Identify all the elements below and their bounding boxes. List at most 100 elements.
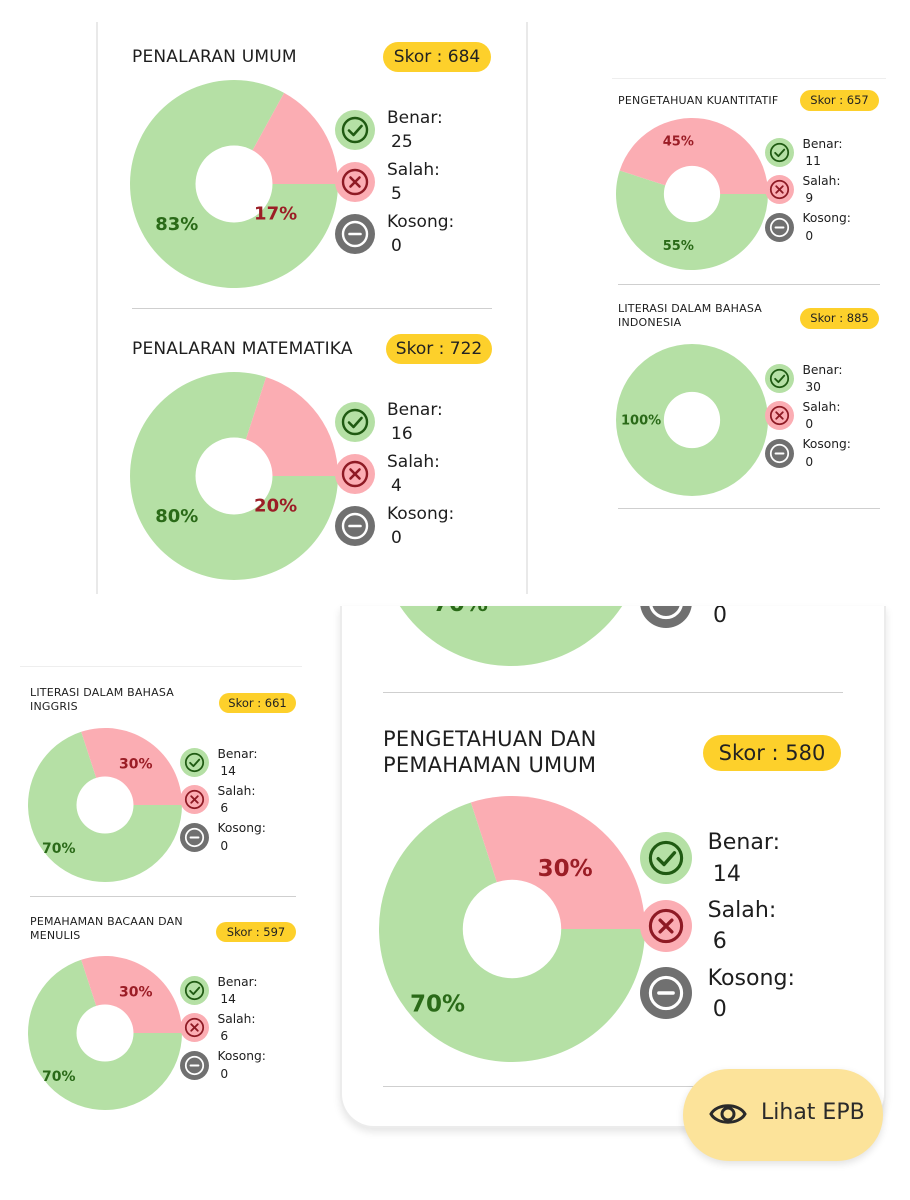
legend-label-kosong: Kosong: <box>217 821 266 836</box>
legend-label-kosong: Kosong: <box>217 1049 266 1064</box>
section-title: LITERASI DALAM BAHASA INGGRIS <box>30 686 174 713</box>
check-circle-icon <box>765 138 794 171</box>
check-circle-icon <box>180 976 209 1009</box>
legend-item-benar: Benar: 14 <box>180 746 274 784</box>
legend: Benar: 14 Salah: 6 Kosong: 0 <box>640 829 809 1040</box>
legend-value-benar: 30 <box>805 379 821 394</box>
check-circle-icon <box>640 832 692 888</box>
legend-item-benar: Benar: 16 <box>335 400 465 452</box>
donut-label-salah: 30% <box>119 984 153 1000</box>
lihat-epb-label: Lihat EPB <box>761 1100 865 1125</box>
legend-label-benar: Benar: <box>802 362 843 377</box>
donut-chart: 83% 17% <box>130 79 338 288</box>
skor-badge: Skor : 722 <box>386 334 492 364</box>
legend-label-salah: Salah: <box>217 1012 256 1026</box>
skor-badge: Skor : 597 <box>216 922 296 942</box>
eye-icon <box>709 1099 747 1133</box>
legend-item-kosong: Kosong: 0 <box>180 1049 274 1087</box>
legend-value-salah: 0 <box>805 417 814 432</box>
donut-hole <box>76 776 134 834</box>
legend-value-benar: 14 <box>220 991 236 1006</box>
section-divider <box>618 284 880 285</box>
minus-circle-icon <box>335 214 375 258</box>
legend: Benar: 25 Salah: 5 Kosong: 0 <box>335 108 465 270</box>
donut-chart: 100% <box>616 344 768 496</box>
donut-hole <box>76 1004 134 1062</box>
x-circle-icon <box>180 785 209 818</box>
legend-label-benar: Benar: <box>387 400 443 420</box>
section-divider <box>30 896 296 897</box>
minus-circle-icon <box>765 212 794 246</box>
section-divider <box>132 308 492 309</box>
legend: Benar: 11 Salah: 9 Kosong: 0 <box>765 137 859 253</box>
legend-value-kosong: 0 <box>805 228 814 243</box>
legend-item-salah: Salah: 0 <box>765 400 859 437</box>
donut-chart: 70% 30% <box>27 728 182 882</box>
donut-label-salah: 17% <box>254 203 297 224</box>
check-circle-icon <box>765 364 794 397</box>
legend-value-kosong: 0 <box>391 528 402 548</box>
donut-label-benar: 80% <box>155 506 198 527</box>
legend-item-kosong: Kosong: 0 <box>335 504 465 556</box>
donut-chart: 55% 45% <box>616 118 768 271</box>
donut-slice-benar <box>399 606 623 666</box>
minus-circle-icon <box>640 967 692 1023</box>
section-divider <box>383 692 843 693</box>
legend-item-salah: Salah: 4 <box>335 452 465 504</box>
section-divider <box>383 1086 843 1087</box>
legend-item-salah: Salah: 6 <box>640 897 809 965</box>
x-circle-icon <box>765 401 794 434</box>
legend-value-salah: 6 <box>220 1029 229 1044</box>
legend: Benar: 30 Salah: 0 Kosong: 0 <box>765 362 859 479</box>
donut-label-salah: 45% <box>663 134 694 149</box>
legend-value-benar: 14 <box>220 763 236 778</box>
legend-label-kosong: Kosong: <box>387 212 455 232</box>
donut-label-salah: 20% <box>254 495 297 516</box>
donut-label-salah: 30% <box>538 856 593 882</box>
partial-donut-clip: 70% 0 <box>342 606 882 666</box>
legend-item-salah: Salah: 5 <box>335 160 465 212</box>
legend-value-benar: 14 <box>712 860 741 887</box>
legend-item-benar: Benar: 14 <box>640 829 809 897</box>
section-title: PENGETAHUAN DAN PEMAHAMAN UMUM <box>383 727 597 778</box>
legend-label-benar: Benar: <box>217 974 258 989</box>
legend-item-kosong: Kosong: 0 <box>180 821 274 859</box>
donut-slice-salah <box>619 118 768 194</box>
legend-value-benar: 25 <box>391 132 413 152</box>
donut-label-benar: 70% <box>410 992 465 1018</box>
legend-label-benar: Benar: <box>387 108 443 128</box>
section-divider <box>618 508 880 509</box>
legend-value-benar: 11 <box>805 153 821 168</box>
minus-circle-icon <box>180 822 209 856</box>
legend-value-salah: 9 <box>805 191 814 206</box>
legend-label-benar: Benar: <box>217 746 258 761</box>
donut-hole <box>462 879 562 979</box>
legend: Benar: 14 Salah: 6 Kosong: 0 <box>180 746 274 863</box>
skor-badge: Skor : 885 <box>800 308 879 329</box>
donut-label-benar: 100% <box>621 414 661 429</box>
legend-item-salah: Salah: 6 <box>180 784 274 821</box>
legend-label-salah: Salah: <box>387 160 440 180</box>
donut-hole <box>195 437 273 515</box>
legend-item-benar: Benar: 30 <box>765 362 859 400</box>
legend-label-kosong: Kosong: <box>387 504 455 524</box>
legend-value-kosong: 0 <box>713 606 727 628</box>
legend-item-benar: Benar: 25 <box>335 108 465 160</box>
legend-label-kosong: Kosong: <box>802 437 851 452</box>
x-circle-icon <box>335 454 375 498</box>
legend-label-kosong: Kosong: <box>707 964 795 991</box>
donut-chart: 70% 30% <box>27 956 182 1110</box>
donut-hole <box>195 145 273 223</box>
x-circle-icon <box>180 1013 209 1046</box>
legend-value-salah: 6 <box>220 801 229 816</box>
lihat-epb-button[interactable]: Lihat EPB <box>683 1069 883 1161</box>
legend-item-kosong: Kosong: 0 <box>765 211 859 249</box>
legend-value-kosong: 0 <box>220 1066 229 1081</box>
legend-value-salah: 4 <box>391 476 402 496</box>
legend-label-salah: Salah: <box>802 400 841 414</box>
donut-label-benar: 55% <box>663 239 694 254</box>
legend-item-benar: Benar: 14 <box>180 974 274 1012</box>
minus-circle-icon <box>640 606 692 632</box>
section-title: LITERASI DALAM BAHASA INDONESIA <box>618 302 762 329</box>
donut-chart: 80% 20% <box>130 372 338 580</box>
